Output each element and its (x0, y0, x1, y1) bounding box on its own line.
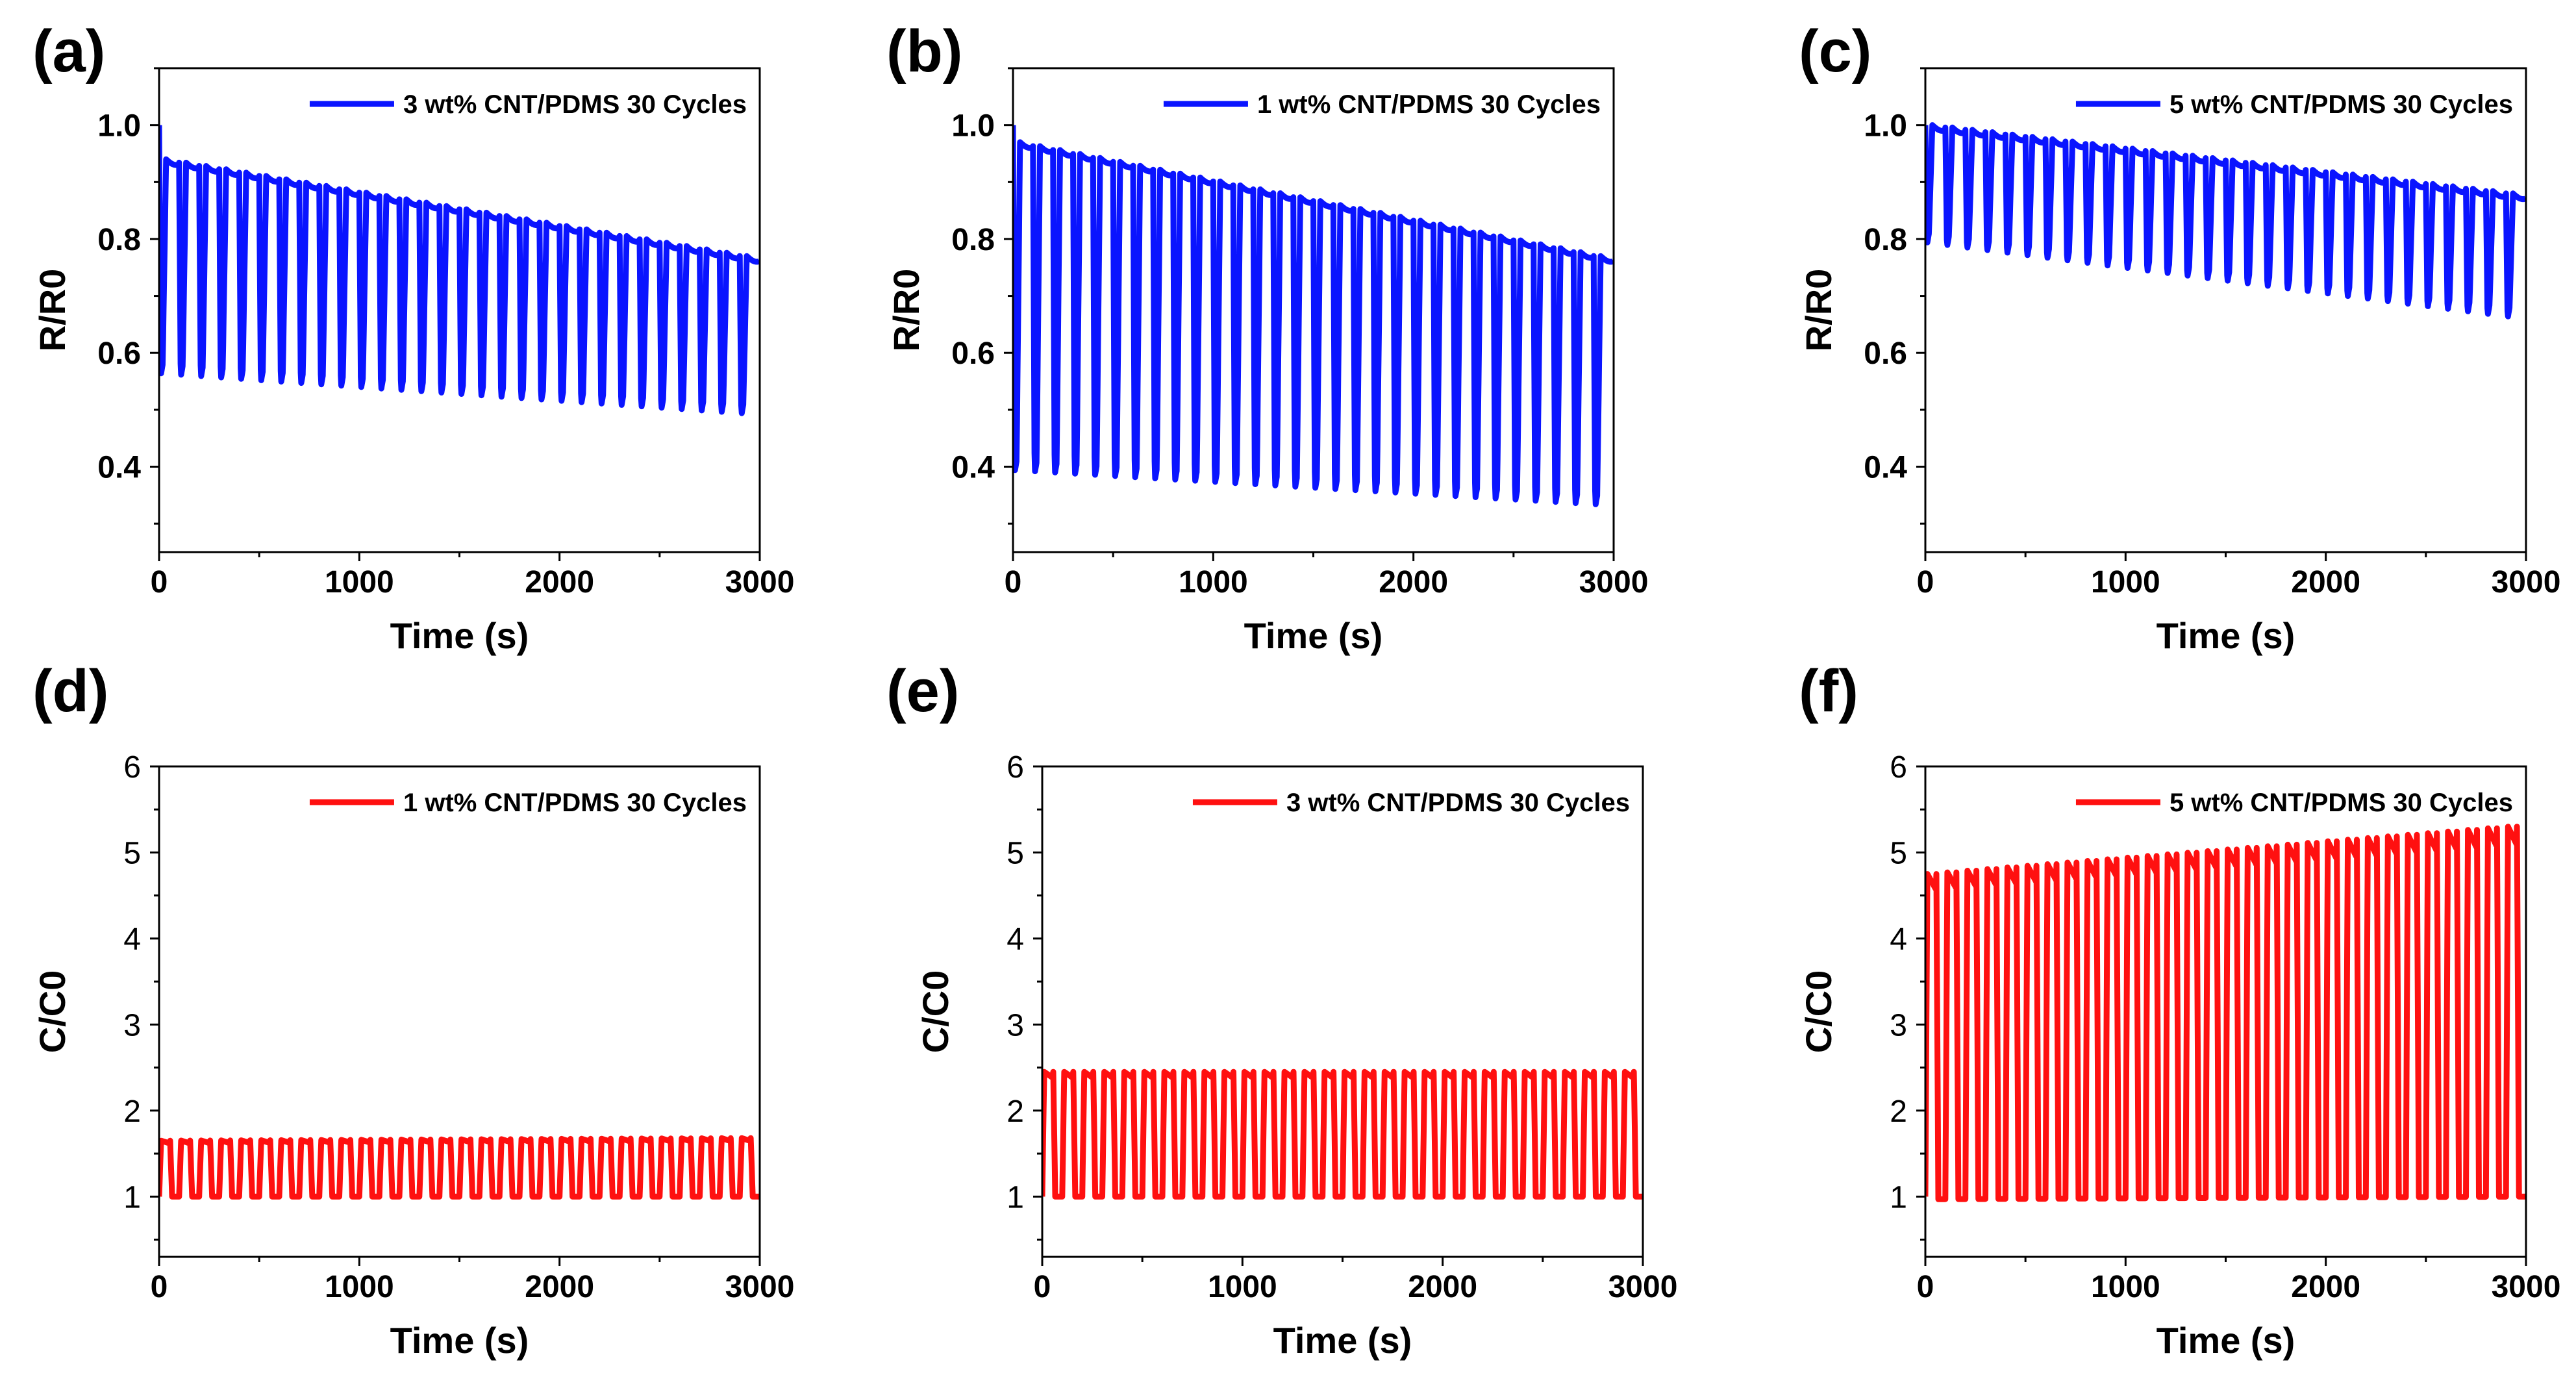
panel-label: (f) (1799, 658, 1858, 724)
y-tick-label: 6 (123, 750, 141, 785)
y-tick-label: 0.4 (97, 451, 141, 485)
y-axis-label: C/C0 (1798, 970, 1839, 1054)
x-tick-label: 3000 (1608, 1270, 1678, 1304)
legend-label: 1 wt% CNT/PDMS 30 Cycles (403, 789, 747, 817)
panel-label: (c) (1799, 18, 1871, 84)
legend: 5 wt% CNT/PDMS 30 Cycles (2075, 90, 2513, 119)
x-tick-label: 3000 (2492, 565, 2561, 600)
panel-label: (e) (886, 658, 959, 724)
legend-label: 3 wt% CNT/PDMS 30 Cycles (403, 90, 747, 119)
y-tick-label: 1.0 (1864, 109, 1907, 144)
data-series-line (1925, 122, 2526, 320)
y-axis-label: R/R0 (32, 269, 73, 352)
y-tick-label: 2 (1890, 1094, 1907, 1129)
y-tick-label: 0.8 (97, 223, 141, 257)
x-tick-label: 2000 (525, 565, 594, 600)
legend: 5 wt% CNT/PDMS 30 Cycles (2075, 789, 2513, 817)
panel-b: (b) 0 1000 2000 3000 0.4 0.6 0.8 1.0 Time (s) R/R0… (886, 18, 1648, 656)
x-tick-label: 1000 (325, 565, 394, 600)
y-tick-label: 5 (1890, 836, 1907, 870)
y-tick-label: 1.0 (951, 109, 995, 144)
x-tick-label: 1000 (325, 1270, 394, 1304)
x-tick-label: 2000 (2291, 1270, 2360, 1304)
legend: 1 wt% CNT/PDMS 30 Cycles (309, 789, 747, 817)
legend: 1 wt% CNT/PDMS 30 Cycles (1163, 90, 1601, 119)
y-tick-label: 0.4 (951, 451, 995, 485)
legend: 3 wt% CNT/PDMS 30 Cycles (309, 90, 747, 119)
y-tick-label: 4 (1890, 922, 1907, 957)
legend-label: 5 wt% CNT/PDMS 30 Cycles (2170, 90, 2513, 119)
x-axis-label: Time (s) (390, 1320, 529, 1361)
x-tick-label: 2000 (2291, 565, 2360, 600)
y-tick-label: 1 (1890, 1180, 1907, 1215)
y-tick-label: 0.6 (951, 336, 995, 371)
y-tick-label: 1 (1007, 1180, 1024, 1215)
x-tick-label: 3000 (1579, 565, 1649, 600)
x-axis-label: Time (s) (390, 615, 529, 656)
y-tick-label: 4 (1007, 922, 1024, 957)
x-axis-label: Time (s) (1244, 615, 1383, 656)
panel-f: (f) 0 1000 2000 3000 1 2 3 4 5 6 Time (s) C/C0 5 wt% … (1798, 658, 2560, 1361)
x-tick-label: 2000 (1408, 1270, 1477, 1304)
panel-label: (a) (32, 18, 105, 84)
plot-frame (1924, 67, 2527, 553)
x-tick-label: 1000 (1179, 565, 1248, 600)
y-tick-label: 4 (123, 922, 141, 957)
x-axis-label: Time (s) (1273, 1320, 1412, 1361)
x-axis-label: Time (s) (2157, 1320, 2295, 1361)
y-tick-label: 3 (123, 1008, 141, 1042)
y-tick-label: 0.4 (1864, 451, 1907, 485)
y-tick-label: 2 (123, 1094, 141, 1129)
x-tick-label: 2000 (1379, 565, 1448, 600)
x-tick-label: 3000 (725, 565, 795, 600)
legend-label: 1 wt% CNT/PDMS 30 Cycles (1257, 90, 1601, 119)
x-tick-label: 0 (1005, 565, 1022, 600)
y-tick-label: 1 (123, 1180, 141, 1215)
data-series-line (1925, 824, 2526, 1202)
panel-label: (d) (32, 658, 108, 724)
y-tick-label: 0.8 (951, 223, 995, 257)
y-axis-label: C/C0 (32, 970, 73, 1054)
x-tick-label: 1000 (1208, 1270, 1277, 1304)
data-series-line (1013, 125, 1614, 507)
data-series-line (1042, 1068, 1643, 1200)
y-tick-label: 3 (1007, 1008, 1024, 1042)
y-tick-label: 0.8 (1864, 223, 1907, 257)
panel-c: (c) 0 1000 2000 3000 0.4 0.6 0.8 1.0 Time (s) R/R0… (1798, 18, 2560, 656)
panel-d: (d) 0 1000 2000 3000 1 2 3 4 5 6 Time (s) C/C0 1 wt% … (32, 658, 794, 1361)
y-tick-label: 0.6 (97, 336, 141, 371)
panel-e: (e) 0 1000 2000 3000 1 2 3 4 5 6 Time (s) C/C0 3 wt% … (886, 658, 1677, 1361)
y-tick-label: 6 (1007, 750, 1024, 785)
data-series-line (159, 1135, 760, 1200)
x-tick-label: 2000 (525, 1270, 594, 1304)
x-tick-label: 0 (151, 1270, 168, 1304)
legend-label: 5 wt% CNT/PDMS 30 Cycles (2170, 789, 2513, 817)
y-tick-label: 3 (1890, 1008, 1907, 1042)
x-tick-label: 1000 (2091, 565, 2160, 600)
x-tick-label: 0 (1034, 1270, 1051, 1304)
x-tick-label: 0 (1917, 1270, 1934, 1304)
y-tick-label: 1.0 (97, 109, 141, 144)
panel-a: (a) 0 1000 2000 3000 0.4 0.6 0.8 1.0 Time (s) R/R0… (32, 18, 794, 656)
y-tick-label: 6 (1890, 750, 1907, 785)
legend-label: 3 wt% CNT/PDMS 30 Cycles (1286, 789, 1630, 817)
panel-label: (b) (886, 18, 962, 84)
y-axis-label: R/R0 (886, 269, 927, 352)
x-tick-label: 0 (1917, 565, 1934, 600)
x-axis-label: Time (s) (2157, 615, 2295, 656)
y-axis-label: C/C0 (915, 970, 956, 1054)
data-series-line (159, 125, 760, 416)
y-tick-label: 5 (1007, 836, 1024, 870)
x-tick-label: 0 (151, 565, 168, 600)
y-tick-label: 2 (1007, 1094, 1024, 1129)
x-tick-label: 3000 (2492, 1270, 2561, 1304)
y-axis-label: R/R0 (1798, 269, 1839, 352)
legend: 3 wt% CNT/PDMS 30 Cycles (1192, 789, 1630, 817)
y-tick-label: 0.6 (1864, 336, 1907, 371)
x-tick-label: 3000 (725, 1270, 795, 1304)
x-tick-label: 1000 (2091, 1270, 2160, 1304)
y-tick-label: 5 (123, 836, 141, 870)
